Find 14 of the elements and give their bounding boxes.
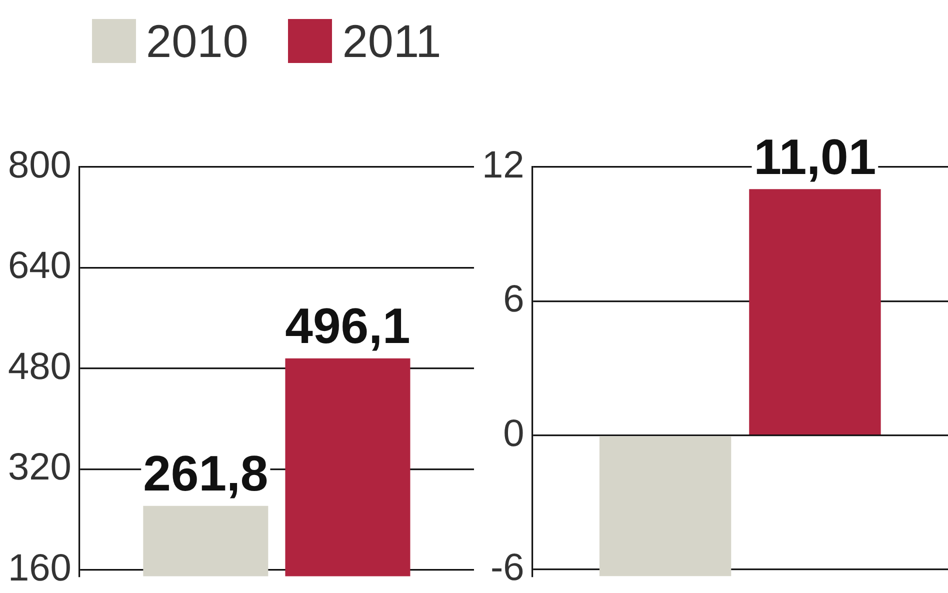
y-tick-label: 0 bbox=[503, 412, 524, 455]
y-tick-label: 480 bbox=[8, 346, 72, 388]
text: 11,01 bbox=[754, 128, 876, 185]
legend-label: 2010 bbox=[146, 14, 248, 68]
y-tick-label: 800 bbox=[8, 144, 72, 186]
y-tick-label: 12 bbox=[482, 144, 524, 186]
text: 496,1 bbox=[285, 298, 410, 354]
text: 261,8 bbox=[143, 446, 268, 502]
y-tick-label: -6 bbox=[490, 546, 524, 589]
legend-label: 2011 bbox=[342, 14, 442, 68]
y-tick-label: 320 bbox=[8, 446, 72, 489]
y-tick-label: 6 bbox=[503, 278, 524, 321]
y-tick-label: 160 bbox=[8, 547, 72, 590]
y-tick-label: 640 bbox=[8, 245, 72, 288]
